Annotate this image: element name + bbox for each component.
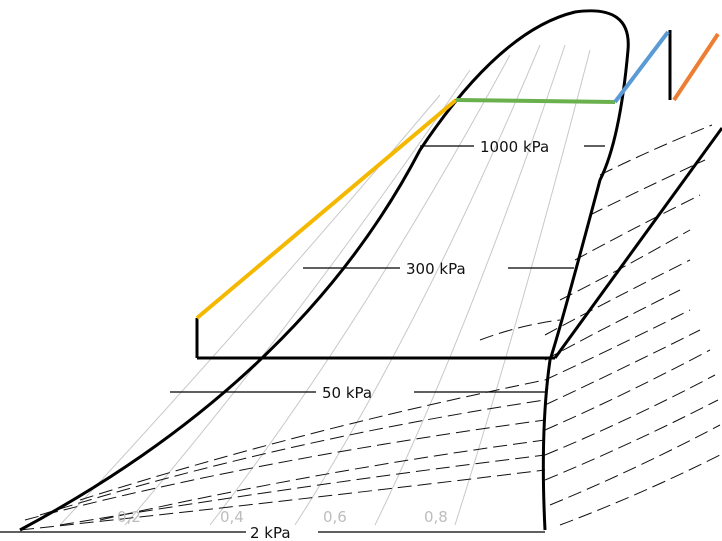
cycle-outline — [195, 30, 722, 360]
isobar-label-300: 300 kPa — [406, 260, 466, 278]
isobar-label-1000: 1000 kPa — [480, 138, 549, 156]
quality-label-0-2: 0,2 — [117, 508, 141, 526]
reheat-segment — [672, 32, 720, 102]
saturation-dome — [19, 9, 630, 532]
isobar-label-2: 2 kPa — [250, 524, 291, 541]
superheat-segment — [613, 30, 670, 104]
isobar-label-50: 50 kPa — [322, 384, 372, 402]
isobar-lines — [0, 145, 605, 533]
isochor-lines — [19, 124, 721, 531]
evaporation-segment — [455, 98, 616, 104]
quality-label-0-8: 0,8 — [424, 508, 448, 526]
quality-lines — [59, 44, 591, 526]
liquid-heating-segment — [195, 98, 458, 320]
quality-label-0-4: 0,4 — [220, 508, 244, 526]
quality-label-0-6: 0,6 — [323, 508, 347, 526]
